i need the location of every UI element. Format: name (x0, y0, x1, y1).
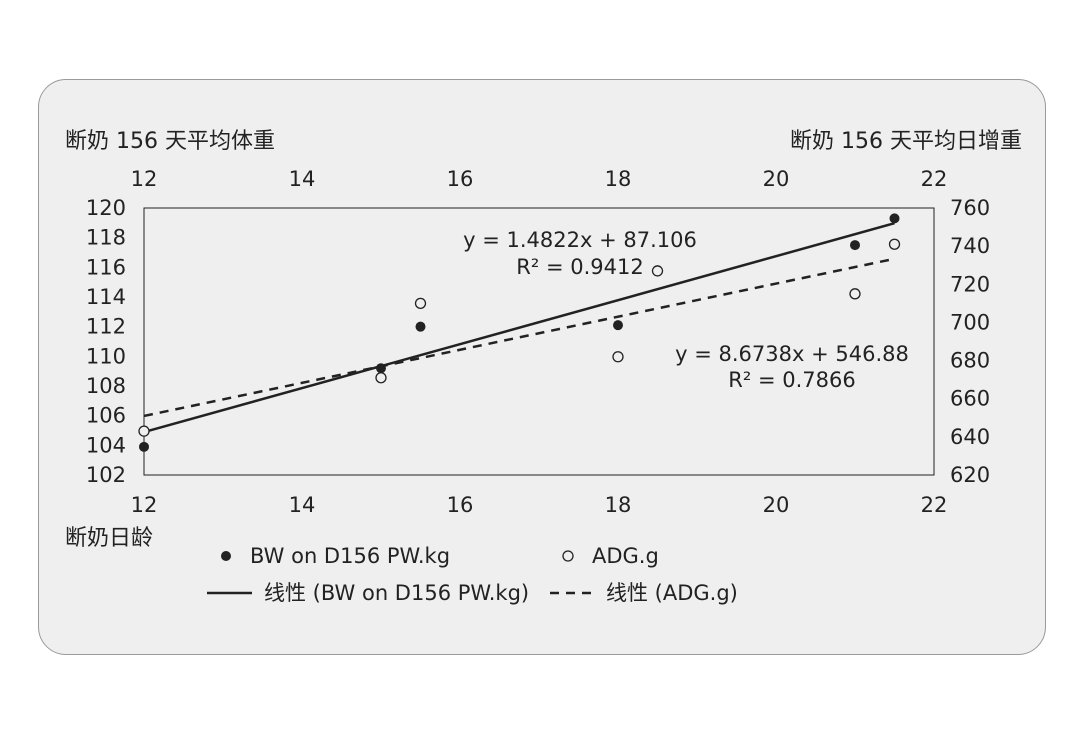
x-tick-bottom-20: 20 (763, 493, 790, 517)
point-bw-2 (415, 321, 426, 332)
x-tick-bottom-22: 22 (921, 493, 948, 517)
x-tick-top-16: 16 (447, 167, 474, 191)
y-left-tick-102: 102 (86, 463, 126, 487)
y-right-tick-640: 640 (950, 425, 990, 449)
point-bw-6 (889, 213, 900, 224)
point-bw-3 (613, 320, 623, 331)
y-left-tick-118: 118 (86, 226, 126, 250)
x-tick-top-22: 22 (921, 167, 948, 191)
legend-label-adg-trend: 线性 (ADG.g) (606, 581, 738, 605)
point-bw-0 (139, 441, 149, 452)
y-right-tick-760: 760 (950, 196, 990, 220)
y-left-tick-116: 116 (86, 255, 126, 279)
trend-eq-bw: y = 1.4822x + 87.106 (463, 228, 697, 252)
right-axis-title: 断奶 156 天平均日增重 (790, 129, 1022, 154)
x-tick-bottom-14: 14 (289, 493, 316, 517)
x-tick-top-20: 20 (763, 167, 790, 191)
point-adg-3 (612, 351, 624, 363)
x-tick-bottom-12: 12 (131, 493, 158, 517)
trend-eq-adg: y = 8.6738x + 546.88 (675, 342, 909, 366)
point-adg-0 (138, 425, 150, 437)
y-left-tick-104: 104 (86, 433, 126, 457)
point-adg-5 (849, 288, 861, 300)
y-right-tick-620: 620 (950, 463, 990, 487)
point-bw-5 (850, 240, 860, 251)
chart-marks: 12 12 14 14 16 16 18 18 20 20 22 22 120 118 116 114 112 1… (86, 167, 990, 517)
legend-label-bw: BW on D156 PW.kg (250, 544, 450, 568)
y-right-tick-720: 720 (950, 272, 990, 296)
point-adg-4 (651, 265, 664, 277)
plot-area (143, 207, 935, 476)
trendline-adg (143, 257, 895, 418)
point-adg-6 (888, 238, 901, 250)
chart-frame (38, 79, 1046, 655)
x-axis-title: 断奶日龄 (65, 526, 153, 551)
point-adg-1 (375, 372, 387, 384)
x-tick-top-12: 12 (131, 167, 158, 191)
y-right-tick-660: 660 (950, 387, 990, 411)
left-axis-title: 断奶 156 天平均体重 (65, 129, 275, 154)
y-left-tick-110: 110 (86, 344, 126, 368)
point-bw-1 (376, 363, 386, 374)
y-left-tick-112: 112 (86, 315, 126, 339)
point-adg-2 (414, 297, 427, 310)
y-right-tick-680: 680 (950, 349, 990, 373)
legend-label-bw-trend: 线性 (BW on D156 PW.kg) (264, 581, 529, 605)
trendline-bw (143, 222, 895, 434)
y-left-tick-114: 114 (86, 285, 126, 309)
x-tick-top-18: 18 (605, 167, 632, 191)
y-left-tick-120: 120 (86, 196, 126, 220)
y-left-tick-108: 108 (86, 374, 126, 398)
y-left-tick-106: 106 (86, 404, 126, 428)
legend-label-adg: ADG.g (592, 544, 659, 568)
trend-r2-bw: R² = 0.9412 (516, 255, 643, 279)
legend-marker-bw (221, 551, 231, 561)
y-right-tick-740: 740 (950, 234, 990, 258)
x-tick-bottom-18: 18 (605, 493, 632, 517)
legend: BW on D156 PW.kg ADG.g 线性 (BW on D156 PW… (207, 544, 738, 605)
trend-r2-adg: R² = 0.7866 (728, 368, 855, 392)
x-tick-top-14: 14 (289, 167, 316, 191)
legend-marker-adg (562, 550, 574, 562)
x-tick-bottom-16: 16 (447, 493, 474, 517)
y-right-tick-700: 700 (950, 310, 990, 334)
